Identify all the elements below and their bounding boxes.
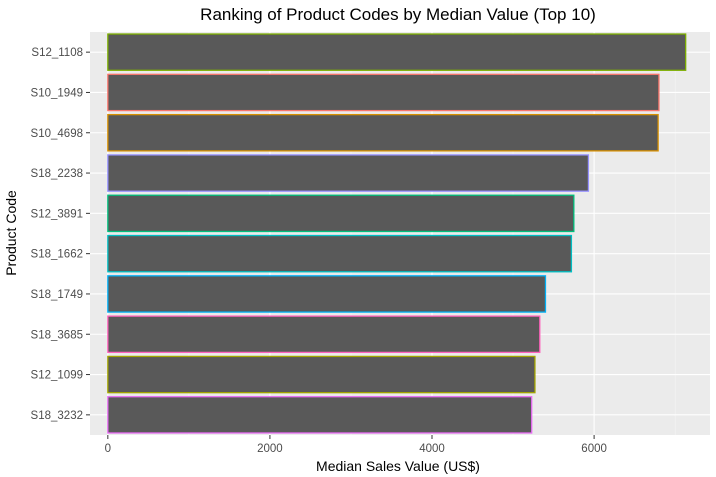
x-tick-label: 0 [105, 443, 111, 455]
y-tick-label: S18_2238 [31, 168, 83, 180]
bar-s12_3891 [107, 194, 575, 233]
y-axis-title: Product Code [3, 190, 19, 276]
x-axis-ticks: 0 2000 4000 6000 [105, 435, 607, 455]
bar-s10_1949 [107, 73, 660, 112]
y-tick-label: S12_3891 [31, 208, 83, 220]
x-tick-label: 2000 [257, 443, 283, 455]
y-tick-label: S18_3685 [31, 329, 83, 341]
y-tick-label: S12_1108 [31, 47, 83, 59]
y-tick-label: S18_1749 [31, 289, 83, 301]
bar-s18_2238 [107, 154, 590, 192]
bar-s12_1099 [107, 355, 536, 394]
bar-s18_3232 [107, 396, 533, 434]
chart-title: Ranking of Product Codes by Median Value… [200, 5, 596, 24]
y-tick-label: S10_1949 [31, 87, 83, 99]
x-tick-label: 6000 [581, 443, 607, 455]
bars [107, 33, 687, 434]
x-tick-label: 4000 [419, 443, 445, 455]
y-tick-label: S12_1099 [31, 370, 83, 382]
bar-s10_4698 [107, 113, 659, 152]
bar-s18_1749 [107, 275, 547, 313]
y-tick-label: S18_3232 [31, 410, 83, 422]
bar-s18_1662 [107, 234, 573, 273]
y-tick-label: S18_1662 [31, 249, 83, 261]
x-axis-title: Median Sales Value (US$) [316, 458, 480, 474]
bar-s12_1108 [107, 33, 687, 71]
y-axis-ticks: S12_1108 S10_1949 S10_4698 S18_2238 S12_3891… [31, 47, 90, 422]
y-tick-label: S10_4698 [31, 128, 83, 140]
bar-s18_3685 [107, 315, 541, 354]
